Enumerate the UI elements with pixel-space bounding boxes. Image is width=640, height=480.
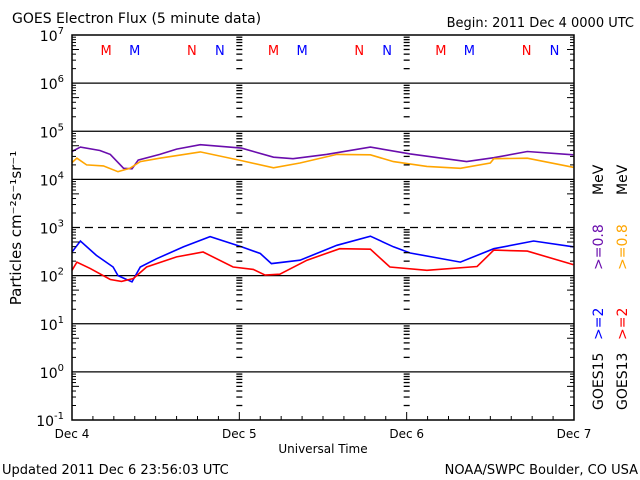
x-tick-label: Dec 5: [222, 427, 257, 441]
local-time-marker: N: [354, 44, 364, 59]
legend-satellite: GOES13: [615, 353, 631, 410]
local-time-marker: N: [382, 44, 392, 59]
legend-energy-2mev: >=2: [591, 308, 607, 340]
local-time-marker: M: [268, 44, 279, 59]
legend-energy-08mev: >=0.8: [615, 224, 631, 270]
series-line: [71, 143, 574, 170]
begin-label: Begin: 2011 Dec 4 0000 UTC: [447, 16, 634, 31]
legend-energy-2mev: >=2: [615, 308, 631, 340]
y-tick-label: 102: [40, 267, 64, 286]
legend-column: GOES15 >=2 >=0.8 MeV: [591, 164, 607, 410]
x-tick-label: Dec 4: [55, 427, 90, 441]
plot-frame: [71, 34, 575, 421]
local-time-marker: N: [187, 44, 197, 59]
y-tick-label: 103: [40, 219, 64, 238]
legend-column: GOES13 >=2 >=0.8 MeV: [615, 164, 631, 410]
chart-title: GOES Electron Flux (5 minute data): [12, 11, 261, 27]
footer-updated: Updated 2011 Dec 6 23:56:03 UTC: [2, 463, 229, 478]
series-lines: [71, 143, 574, 283]
local-time-marker: N: [522, 44, 532, 59]
local-time-marker: M: [435, 44, 446, 59]
grid: [72, 82, 574, 373]
y-tick-label: 106: [40, 74, 64, 93]
local-time-marker: M: [464, 44, 475, 59]
local-time-marker: M: [129, 44, 140, 59]
x-axis-label: Universal Time: [278, 442, 367, 456]
y-tick-label: 10-1: [36, 411, 64, 430]
y-tick-label: 100: [40, 363, 64, 382]
footer-credit: NOAA/SWPC Boulder, CO USA: [445, 463, 638, 478]
legend: GOES15 >=2 >=0.8 MeV GOES13 >=2 >=0.8 MeV: [591, 164, 631, 410]
y-axis-label: Particles cm⁻²s⁻¹sr⁻¹: [7, 151, 25, 305]
series-line: [71, 247, 574, 283]
legend-satellite: GOES15: [591, 353, 607, 410]
y-tick-label: 101: [40, 315, 64, 334]
legend-energy-08mev: >=0.8: [591, 224, 607, 270]
y-tick-label: 105: [40, 122, 64, 141]
y-tick-label: 107: [40, 26, 64, 45]
local-time-marker: N: [550, 44, 560, 59]
y-tick-label: 104: [40, 170, 64, 189]
x-tick-label: Dec 6: [389, 427, 424, 441]
legend-unit: MeV: [591, 164, 607, 195]
local-time-marker: M: [101, 44, 112, 59]
local-time-marker: M: [296, 44, 307, 59]
series-line: [71, 235, 574, 283]
local-time-marker: N: [215, 44, 225, 59]
series-line: [71, 151, 574, 173]
x-tick-label: Dec 7: [557, 427, 592, 441]
legend-unit: MeV: [615, 164, 631, 195]
